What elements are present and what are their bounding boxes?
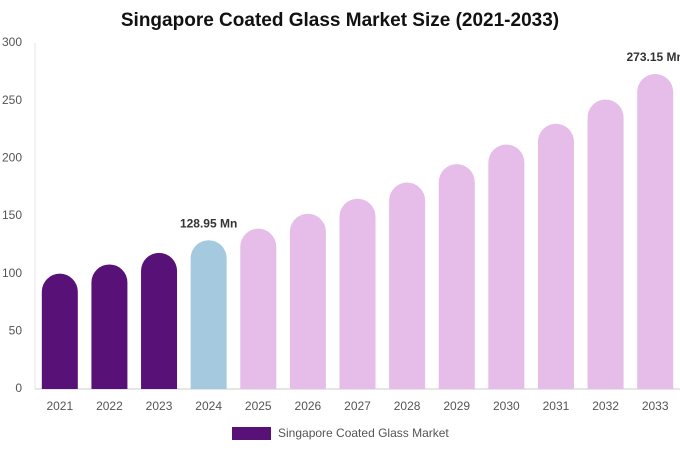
x-tick-label: 2023 — [146, 399, 173, 413]
legend-label: Singapore Coated Glass Market — [278, 426, 449, 440]
x-tick-label: 2030 — [493, 399, 520, 413]
x-tick-label: 2032 — [592, 399, 619, 413]
bar — [537, 123, 574, 389]
x-tick-label: 2028 — [394, 399, 421, 413]
y-tick-label: 200 — [2, 151, 22, 165]
value-label: 273.15 Mn — [627, 50, 680, 64]
x-tick-label: 2026 — [295, 399, 322, 413]
value-label: 128.95 Mn — [180, 216, 237, 230]
x-tick-label: 2033 — [642, 399, 669, 413]
bar — [438, 164, 475, 389]
y-tick-label: 100 — [2, 266, 22, 280]
bar — [587, 99, 624, 389]
bar — [91, 264, 128, 389]
bar — [240, 228, 277, 389]
x-tick-label: 2029 — [443, 399, 470, 413]
chart-title: Singapore Coated Glass Market Size (2021… — [121, 10, 559, 31]
x-tick-label: 2021 — [46, 399, 73, 413]
y-tick-label: 50 — [9, 324, 23, 338]
y-tick-label: 250 — [2, 93, 22, 107]
x-tick-label: 2024 — [195, 399, 222, 413]
x-tick-label: 2027 — [344, 399, 371, 413]
bar — [389, 182, 426, 389]
legend-swatch — [232, 427, 271, 440]
bar — [339, 198, 376, 389]
y-tick-label: 150 — [2, 208, 22, 222]
x-tick-label: 2031 — [543, 399, 570, 413]
bar — [488, 144, 525, 389]
bar — [289, 213, 326, 389]
bar — [637, 73, 674, 389]
y-tick-label: 300 — [2, 35, 22, 49]
x-tick-label: 2025 — [245, 399, 272, 413]
bar — [141, 252, 178, 389]
y-tick-label: 0 — [15, 381, 22, 395]
bar — [190, 240, 227, 389]
bar — [41, 273, 78, 389]
x-tick-label: 2022 — [96, 399, 123, 413]
